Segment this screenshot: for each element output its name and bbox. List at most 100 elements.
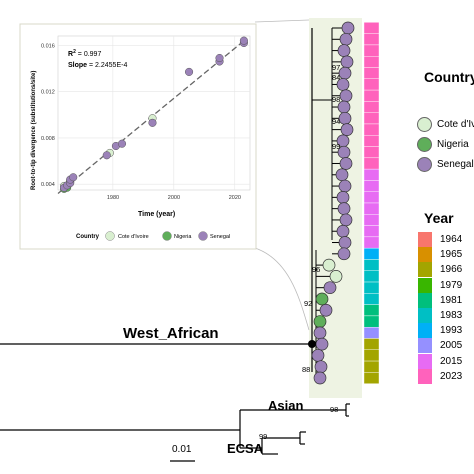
inset-point (215, 53, 224, 63)
inset-x-tick-label: 1980 (107, 195, 119, 201)
country-label-cote-divoire: Cote d'Ivoire (437, 119, 474, 130)
inset-slope-annotation: Slope = 2.2455E-4 (68, 62, 127, 69)
year-strip-cell (363, 180, 380, 192)
year-legend-item: 1965 (416, 247, 474, 263)
inset-point (102, 151, 111, 160)
tip-point (338, 236, 352, 249)
inset-y-tick-label: 0.004 (41, 182, 55, 188)
year-label: 1965 (440, 249, 463, 261)
tip-point (313, 371, 327, 385)
inset-legend-swatch-cote-divoire (105, 231, 115, 241)
year-strip-cell (363, 293, 380, 305)
year-strip-cell (363, 304, 380, 317)
year-legend-items: 1964 1965 1966 1979 1981 1983 1993 2005 2015 2023 (416, 232, 474, 384)
tip-point (335, 168, 349, 182)
bootstrap-label: 98 (330, 405, 338, 414)
year-strip-cell (363, 168, 380, 181)
year-swatch (418, 368, 432, 384)
year-legend: Year 1964 1965 1966 1979 1981 1983 1993 2005 201… (416, 210, 474, 385)
year-strip-cell (363, 326, 380, 339)
tip-point (339, 32, 353, 46)
inset-y-axis-label: Root-to-tip divergence (substitutions/si… (31, 71, 37, 190)
tip-point (340, 123, 354, 136)
tip-point (336, 191, 350, 204)
year-strip-cell (363, 259, 380, 271)
inset-point (117, 139, 127, 148)
bootstrap-label: 97 (332, 63, 340, 72)
country-swatch-cote-divoire (417, 117, 432, 132)
tip-point (315, 292, 329, 306)
year-label: 1993 (440, 325, 463, 337)
tip-point (338, 111, 352, 125)
tip-point (340, 55, 354, 69)
inset-point (69, 173, 78, 182)
year-strip-cell (363, 270, 380, 283)
bootstrap-label: 99 (332, 142, 340, 151)
year-strip-cell (363, 360, 380, 373)
year-strip-cell (363, 33, 380, 46)
inset-legend-title: Country (76, 234, 100, 240)
year-strip-cell (363, 44, 380, 57)
tip-point (339, 213, 353, 227)
country-swatch-senegal (417, 157, 432, 172)
inset-y-tick-label: 0.012 (41, 90, 55, 96)
clade-label-ecsa: ECSA (227, 441, 264, 456)
year-strip-cell (363, 236, 380, 249)
year-strip-cell (363, 101, 380, 113)
year-strip-cell (363, 202, 380, 215)
country-legend-item-senegal: Senegal (416, 157, 474, 173)
year-legend-title: Year (424, 210, 454, 226)
tip-point (313, 315, 327, 328)
tip-point (337, 247, 351, 261)
year-strip-cell (363, 22, 380, 34)
year-strip-cell (363, 67, 380, 80)
tip-point (337, 44, 351, 57)
country-legend-title: Country (424, 69, 474, 85)
inset-y-tick-label: 0.016 (41, 43, 55, 49)
year-strip-cell (363, 123, 380, 136)
year-strip-cell (363, 146, 380, 159)
bootstrap-label: 84 (332, 73, 340, 82)
inset-point (184, 67, 194, 76)
west-african-node-marker (308, 340, 316, 348)
year-strip-cell (363, 247, 380, 260)
inset-legend-swatch-nigeria (162, 231, 172, 241)
year-strip-cell (363, 135, 380, 147)
inset-x-tick-label: 2020 (229, 195, 241, 201)
year-label: 1979 (440, 279, 463, 291)
inset-legend-label-nigeria: Nigeria (174, 234, 192, 240)
tip-point (339, 157, 353, 170)
inset-legend: Country Cote d'Ivoire Nigeria Senegal (76, 231, 230, 241)
year-label: 1964 (440, 234, 463, 245)
inset-x-tick-label: 2000 (168, 195, 180, 201)
tip-point (311, 349, 325, 362)
year-swatch (418, 247, 432, 263)
year-strip-cell (363, 338, 380, 350)
country-label-nigeria: Nigeria (437, 139, 469, 150)
year-label: 1983 (440, 310, 463, 321)
year-strip-cell (363, 281, 380, 294)
inset-gridlines (58, 36, 250, 190)
tip-point (313, 326, 327, 340)
tip-point (341, 21, 355, 35)
country-label-senegal: Senegal (437, 159, 474, 170)
year-legend-item: 1981 (416, 292, 474, 308)
tip-point (339, 89, 353, 103)
year-strip-cell (363, 56, 380, 68)
tip-point (314, 360, 328, 374)
year-swatch (418, 308, 432, 323)
year-swatch (418, 292, 432, 308)
tip-point (323, 281, 337, 295)
tip-point (336, 224, 350, 238)
inset-legend-label-cote-divoire: Cote d'Ivoire (118, 234, 149, 240)
tip-point (338, 179, 352, 193)
bootstrap-label: 92 (304, 299, 312, 308)
year-label: 2023 (440, 370, 463, 382)
year-strip-cell (363, 315, 380, 328)
inset-r2-annotation: R2 = 0.997 (68, 49, 101, 58)
year-swatch (418, 353, 432, 369)
inset-point (148, 118, 157, 127)
country-legend-item-cote-divoire: Cote d'Ivoire (416, 117, 474, 133)
inset-point (239, 36, 248, 45)
bootstrap-labels: 97 84 98 94 99 96 92 88 98 99 (259, 63, 340, 441)
